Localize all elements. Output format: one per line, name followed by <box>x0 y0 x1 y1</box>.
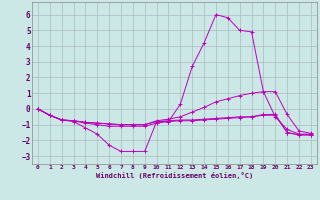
X-axis label: Windchill (Refroidissement éolien,°C): Windchill (Refroidissement éolien,°C) <box>96 172 253 179</box>
